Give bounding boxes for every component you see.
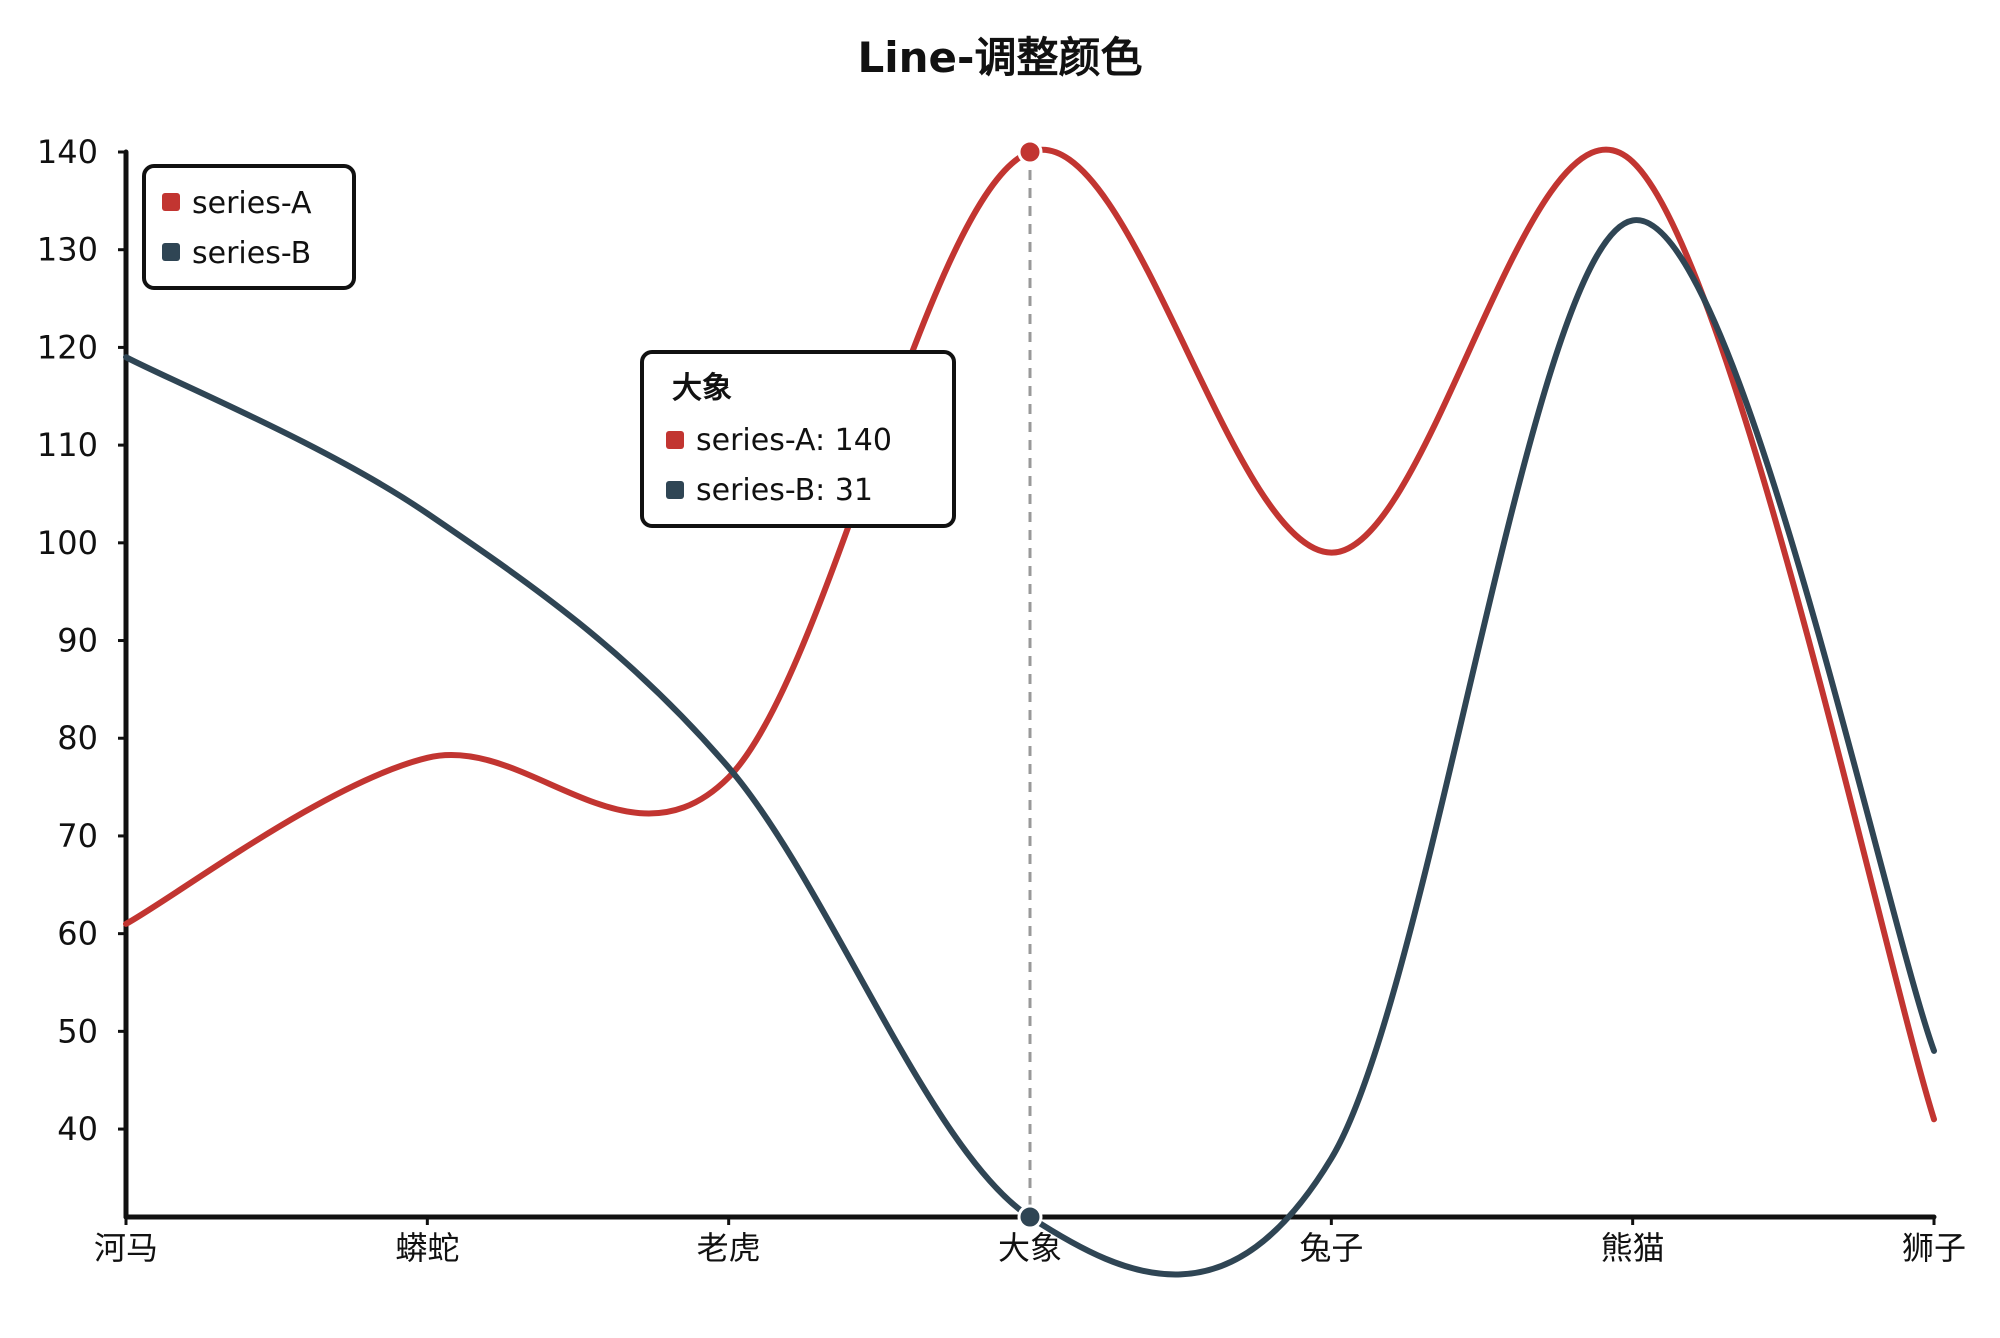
- legend-label-series-b: series-B: [192, 236, 311, 271]
- x-tick-label: 蟒蛇: [395, 1229, 459, 1267]
- y-tick-label: 130: [37, 231, 98, 269]
- x-tick-label: 狮子: [1902, 1229, 1966, 1267]
- y-tick-label: 50: [57, 1012, 98, 1050]
- highlight-points: [1017, 139, 1043, 1230]
- y-tick-label: 60: [57, 915, 98, 953]
- y-tick-label: 120: [37, 328, 98, 366]
- legend-swatch-series-a: [162, 193, 180, 211]
- tooltip-box: [640, 350, 956, 528]
- tooltip-swatch-series-a: [666, 431, 684, 449]
- series-line-series-a: [123, 146, 1937, 1123]
- legend: series-A series-B: [142, 164, 356, 290]
- y-tick-label: 70: [57, 817, 98, 855]
- x-tick-label: 兔子: [1299, 1229, 1363, 1267]
- tooltip-title: 大象: [672, 371, 732, 406]
- y-tick-label: 100: [37, 524, 98, 562]
- axes: 405060708090100110120130140河马 蟒蛇 老虎 大象 兔子 熊猫狮…: [37, 133, 1966, 1267]
- legend-label-series-a: series-A: [192, 186, 312, 221]
- chart-title: Line-调整颜色: [858, 33, 1143, 82]
- y-tick-label: 90: [57, 622, 98, 660]
- highlight-point-series-b[interactable]: [1017, 1204, 1043, 1230]
- x-tick-label: 大象: [998, 1229, 1062, 1267]
- highlight-point-series-a[interactable]: [1017, 139, 1043, 165]
- tooltip: 大象 series-A: 140 series-B: 31: [640, 350, 956, 528]
- x-tick-label: 老虎: [697, 1229, 761, 1267]
- tooltip-line-series-a: series-A: 140: [696, 423, 892, 458]
- y-tick-label: 40: [57, 1110, 98, 1148]
- legend-swatch-series-b: [162, 243, 180, 261]
- series-line-series-b: [123, 217, 1937, 1278]
- y-tick-label: 80: [57, 719, 98, 757]
- series-layer: [123, 146, 1937, 1278]
- x-tick-label: 熊猫: [1601, 1229, 1665, 1267]
- x-tick-label: 河马: [94, 1229, 158, 1267]
- legend-box: [142, 164, 356, 290]
- y-tick-label: 110: [37, 426, 98, 464]
- tooltip-line-series-b: series-B: 31: [696, 473, 873, 508]
- y-tick-label: 140: [37, 133, 98, 171]
- tooltip-swatch-series-b: [666, 481, 684, 499]
